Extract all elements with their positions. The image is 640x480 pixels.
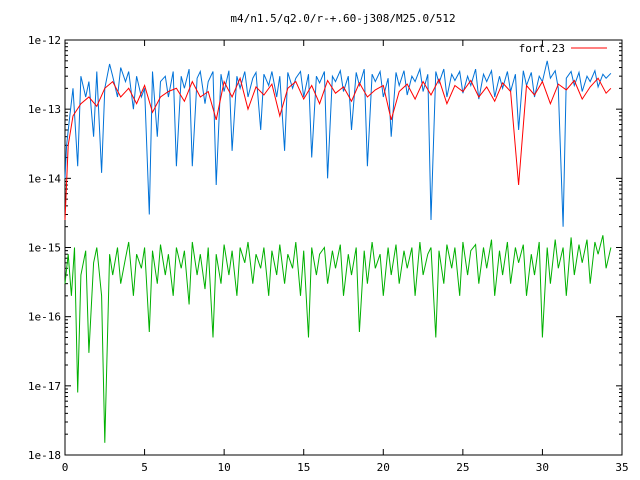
y-tick-label: 1e-12 — [28, 34, 61, 47]
y-tick-label: 1e-13 — [28, 103, 61, 116]
x-tick-label: 35 — [615, 461, 628, 474]
x-tick-label: 25 — [456, 461, 469, 474]
x-tick-label: 0 — [62, 461, 69, 474]
x-tick-label: 15 — [297, 461, 310, 474]
plot-axes: 0 5 10 15 20 25 30 35 1e-18 1e-17 1e-16 1e-15 1e-14 1… — [28, 34, 629, 474]
y-tick-label: 1e-17 — [28, 380, 61, 393]
y-tick-label: 1e-18 — [28, 449, 61, 462]
x-tick-label: 10 — [218, 461, 231, 474]
y-tick-label: 1e-14 — [28, 172, 61, 185]
x-tick-label: 30 — [536, 461, 549, 474]
legend: fort.23 — [519, 42, 607, 55]
series-line-2 — [64, 235, 612, 443]
x-tick-label: 5 — [141, 461, 148, 474]
chart-title: m4/n1.5/q2.0/r-+.60-j308/M25.0/512 — [230, 12, 455, 25]
y-tick-label: 1e-15 — [28, 242, 61, 255]
x-tick-label: 20 — [377, 461, 390, 474]
series-layer — [64, 60, 612, 443]
legend-label-fort-23: fort.23 — [519, 42, 565, 55]
series-line-0 — [64, 76, 612, 221]
y-tick-label: 1e-16 — [28, 311, 61, 324]
series-line-1 — [64, 60, 612, 227]
